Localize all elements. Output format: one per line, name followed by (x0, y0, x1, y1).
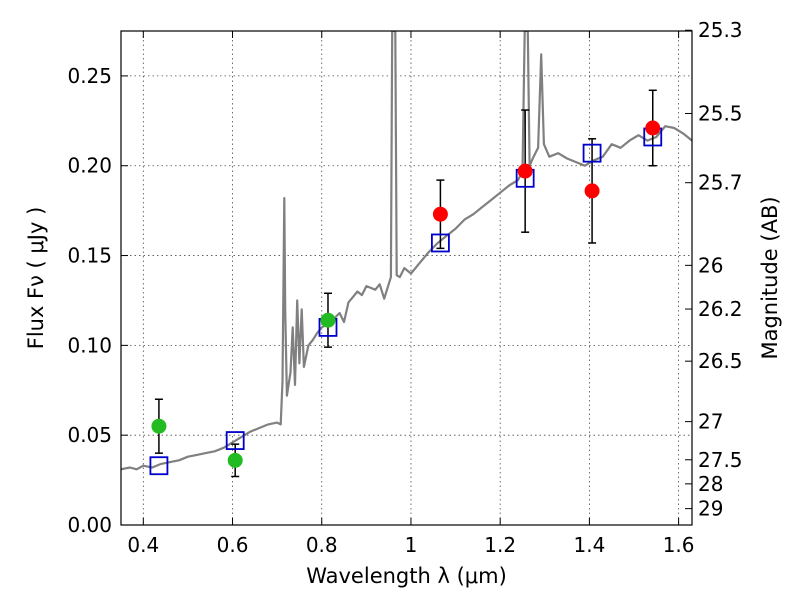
y-tick-label: 0.25 (67, 64, 112, 88)
model-photometry-square (582, 143, 602, 163)
plot-frame (120, 30, 693, 526)
x-tick-label: 0.8 (306, 533, 338, 557)
observed-flux-point (320, 312, 336, 328)
error-bar-layer (154, 89, 657, 478)
y-tick-label: 0.00 (67, 513, 112, 537)
y-tick-label: 0.05 (67, 423, 112, 447)
observed-flux-point (432, 206, 448, 222)
y2-tick-label: 26 (698, 253, 723, 277)
x-tick-label: 1.4 (573, 533, 605, 557)
grid-lines (121, 31, 692, 526)
x-axis-title: Wavelength λ (μm) (306, 564, 507, 588)
data-points-layer (149, 120, 663, 476)
y2-tick-label: 25.7 (698, 171, 743, 195)
observed-flux-point (584, 183, 600, 199)
y-axis-title: Flux Fν ( μJy ) (24, 207, 48, 350)
x-tick-label: 1.2 (484, 533, 516, 557)
model-spectrum-line (121, 31, 692, 471)
y-tick-label: 0.15 (67, 244, 112, 268)
x-tick-label: 1.6 (663, 533, 695, 557)
y2-tick-label: 26.2 (698, 297, 743, 321)
y2-tick-label: 27.5 (698, 448, 743, 472)
y2-tick-label: 27 (698, 410, 723, 434)
y2-tick-label: 25.5 (698, 101, 743, 125)
observed-flux-point (645, 120, 661, 136)
y-tick-label: 0.10 (67, 333, 112, 357)
y2-tick-label: 28 (698, 472, 723, 496)
model-spectrum-layer (121, 31, 692, 471)
y-tick-label: 0.20 (67, 154, 112, 178)
y2-tick-label: 25.3 (698, 18, 743, 42)
y2-tick-label: 29 (698, 497, 723, 521)
y2-axis-title: Magnitude (AB) (758, 196, 782, 359)
y2-tick-label: 26.5 (698, 349, 743, 373)
x-tick-label: 1 (405, 533, 418, 557)
tick-labels: 0.4 0.6 0.8 1 1.2 1.4 1.6 0.00 0.05 0.10 0.15 0.20 0… (67, 18, 742, 557)
axis-ticks (121, 29, 692, 526)
x-tick-label: 0.6 (217, 533, 249, 557)
model-photometry-square (431, 233, 450, 253)
model-photometry-square (149, 456, 169, 476)
observed-flux-point (151, 418, 167, 434)
observed-flux-point (227, 452, 243, 468)
model-photometry-square (225, 431, 245, 450)
observed-flux-point (517, 163, 533, 179)
x-tick-label: 0.4 (127, 533, 159, 557)
